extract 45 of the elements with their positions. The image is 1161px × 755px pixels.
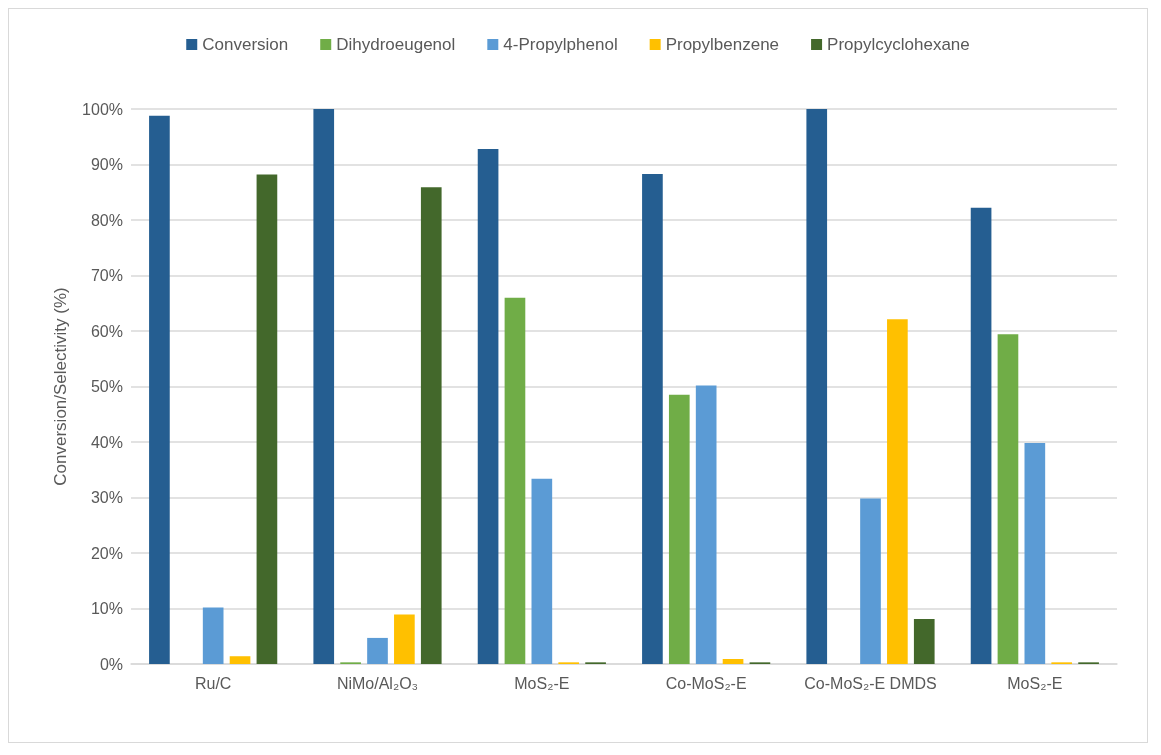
y-tick-label: 80% [90,211,123,229]
bar [695,385,717,664]
legend-label: Propylcyclohexane [827,35,970,54]
bar [202,607,224,664]
x-tick-label: NiMo/Al₂O₃ [336,674,419,692]
y-tick-label: 40% [90,433,123,451]
bar [1024,443,1046,664]
bar [420,187,442,664]
bar [149,115,170,664]
x-tick-label: Co-MoS₂-E [665,674,747,692]
y-tick-label: 30% [90,489,123,506]
bar [642,173,663,664]
bar [229,656,251,664]
bar [504,297,526,664]
bar [313,109,335,664]
x-tick-label: Ru/C [194,674,232,692]
bar [997,334,1019,664]
y-tick-label: 100% [82,100,123,118]
y-tick-label: 90% [90,156,123,173]
bar [256,174,278,664]
x-tick-label: Co-MoS₂-E DMDS [804,674,937,692]
y-tick-label: 50% [90,378,123,395]
x-tick-label: MoS₂-E [514,674,570,692]
x-tick-label: MoS₂-E [1007,674,1063,692]
bar [531,478,553,664]
y-tick-label: 60% [90,322,123,340]
legend-label: Propylbenzene [665,35,780,54]
y-tick-label: 10% [90,600,123,617]
bar [477,148,499,664]
legend-label: Dihydroeugenol [336,35,456,54]
bar [668,394,690,664]
bar [394,614,415,664]
y-axis-title: Conversion/Selectivity (%) [51,287,70,486]
y-tick-label: 70% [90,267,123,284]
legend-label: Conversion [202,35,289,54]
bar [806,109,828,664]
bar [367,637,388,664]
y-tick-label: 0% [99,655,123,673]
legend-label: 4-Propylphenol [503,35,618,54]
bar [722,659,744,664]
bar [887,319,908,664]
bar [860,498,881,664]
bar [913,619,935,664]
y-tick-label: 20% [90,544,123,562]
bar [970,207,992,664]
